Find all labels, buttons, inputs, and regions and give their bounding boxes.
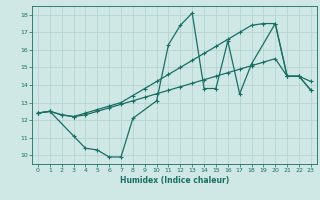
X-axis label: Humidex (Indice chaleur): Humidex (Indice chaleur) <box>120 176 229 185</box>
